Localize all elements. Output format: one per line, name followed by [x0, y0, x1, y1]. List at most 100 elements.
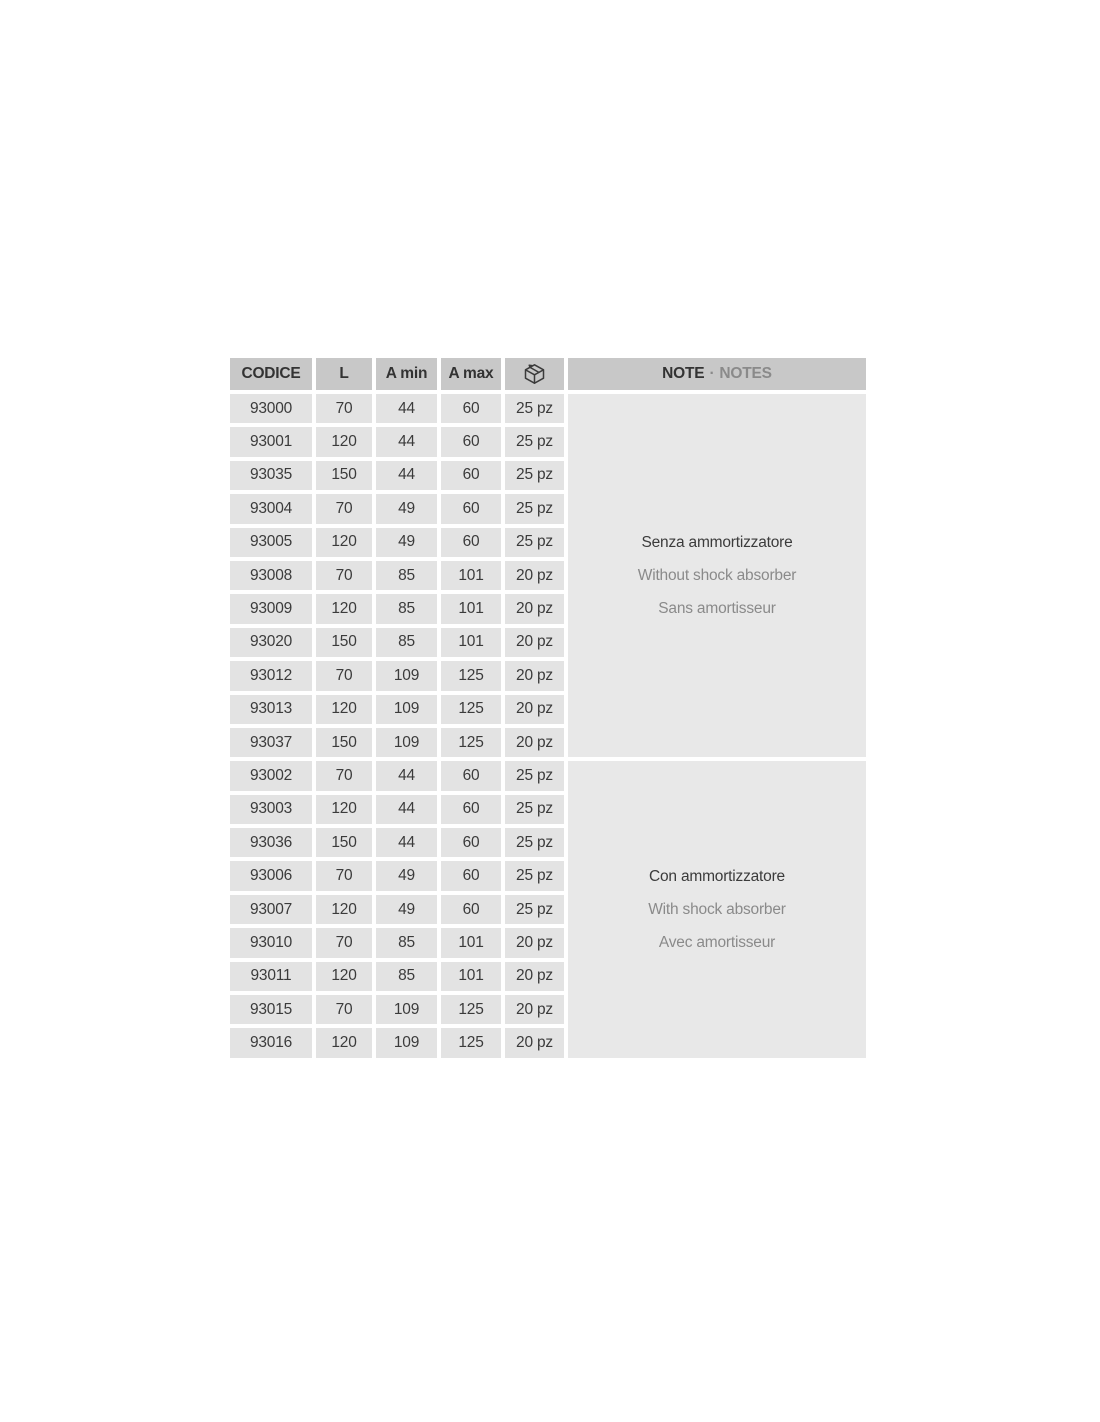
header-l: L: [316, 358, 372, 390]
cell-l: 150: [316, 828, 372, 858]
cell-a-min: 109: [376, 995, 437, 1025]
cell-a-max: 60: [441, 494, 501, 524]
cell-a-min: 49: [376, 894, 437, 925]
cell-a-max: 125: [441, 661, 501, 691]
cell-l: 70: [316, 560, 372, 591]
cell-codice: 93012: [230, 661, 312, 691]
cell-a-max: 101: [441, 560, 501, 591]
cell-a-max: 125: [441, 1028, 501, 1058]
cell-a-min: 44: [376, 828, 437, 858]
note-text-french: Sans amortisseur: [658, 599, 776, 617]
note-text-english: Without shock absorber: [637, 566, 797, 584]
cell-a-max: 125: [441, 694, 501, 724]
cell-l: 70: [316, 761, 372, 791]
cell-pack: 20 pz: [505, 727, 564, 758]
note-text-italian: Con ammortizzatore: [649, 867, 785, 885]
cell-l: 120: [316, 427, 372, 457]
cell-l: 70: [316, 995, 372, 1025]
cell-l: 150: [316, 727, 372, 758]
cell-pack: 20 pz: [505, 928, 564, 958]
cell-l: 120: [316, 794, 372, 825]
cell-a-max: 101: [441, 961, 501, 992]
cell-codice: 93005: [230, 527, 312, 557]
header-note: NOTE · NOTES: [568, 358, 866, 390]
header-a-max: A max: [441, 358, 501, 390]
cell-l: 70: [316, 494, 372, 524]
cell-pack: 20 pz: [505, 961, 564, 992]
cell-a-min: 85: [376, 928, 437, 958]
cell-pack: 20 pz: [505, 694, 564, 724]
cell-pack: 25 pz: [505, 460, 564, 491]
cell-codice: 93007: [230, 894, 312, 925]
cell-a-max: 60: [441, 794, 501, 825]
cell-pack: 20 pz: [505, 995, 564, 1025]
cell-codice: 93037: [230, 727, 312, 758]
cell-a-max: 101: [441, 928, 501, 958]
cell-a-min: 44: [376, 460, 437, 491]
cell-a-max: 60: [441, 828, 501, 858]
cell-l: 120: [316, 594, 372, 624]
note-text-french: Avec amortisseur: [658, 933, 776, 951]
cell-pack: 25 pz: [505, 894, 564, 925]
cell-a-min: 44: [376, 794, 437, 825]
cell-a-min: 109: [376, 1028, 437, 1058]
cell-codice: 93020: [230, 627, 312, 658]
cell-a-max: 60: [441, 894, 501, 925]
cell-pack: 25 pz: [505, 794, 564, 825]
cell-a-min: 109: [376, 727, 437, 758]
cell-l: 120: [316, 894, 372, 925]
header-codice: CODICE: [230, 358, 312, 390]
cell-codice: 93013: [230, 694, 312, 724]
cell-pack: 25 pz: [505, 861, 564, 891]
cell-l: 70: [316, 861, 372, 891]
package-icon: [524, 364, 545, 384]
cell-codice: 93036: [230, 828, 312, 858]
header-note-primary: NOTE: [662, 365, 705, 382]
cell-pack: 25 pz: [505, 761, 564, 791]
product-table: CODICE L A min A max NOTE · NOTES Senza …: [230, 358, 866, 1058]
cell-a-max: 60: [441, 761, 501, 791]
cell-pack: 20 pz: [505, 627, 564, 658]
cell-codice: 93010: [230, 928, 312, 958]
cell-a-max: 60: [441, 861, 501, 891]
header-note-separator: ·: [709, 365, 715, 382]
cell-a-min: 85: [376, 627, 437, 658]
cell-pack: 25 pz: [505, 427, 564, 457]
cell-l: 150: [316, 460, 372, 491]
cell-pack: 25 pz: [505, 494, 564, 524]
cell-a-min: 109: [376, 661, 437, 691]
cell-codice: 93002: [230, 761, 312, 791]
cell-pack: 20 pz: [505, 560, 564, 591]
cell-a-min: 109: [376, 694, 437, 724]
cell-a-min: 85: [376, 961, 437, 992]
cell-codice: 93000: [230, 394, 312, 424]
cell-a-max: 125: [441, 727, 501, 758]
cell-a-min: 44: [376, 394, 437, 424]
cell-pack: 25 pz: [505, 828, 564, 858]
cell-a-min: 49: [376, 527, 437, 557]
cell-a-max: 125: [441, 995, 501, 1025]
cell-l: 120: [316, 1028, 372, 1058]
cell-codice: 93035: [230, 460, 312, 491]
cell-a-min: 44: [376, 427, 437, 457]
cell-a-min: 85: [376, 560, 437, 591]
cell-a-max: 60: [441, 394, 501, 424]
cell-codice: 93011: [230, 961, 312, 992]
cell-pack: 20 pz: [505, 594, 564, 624]
cell-pack: 25 pz: [505, 394, 564, 424]
cell-a-min: 85: [376, 594, 437, 624]
header-note-secondary: NOTES: [719, 365, 772, 382]
cell-l: 70: [316, 928, 372, 958]
cell-a-max: 101: [441, 594, 501, 624]
cell-l: 120: [316, 694, 372, 724]
cell-a-min: 49: [376, 494, 437, 524]
cell-codice: 93003: [230, 794, 312, 825]
cell-a-max: 60: [441, 527, 501, 557]
note-text-italian: Senza ammortizzatore: [641, 533, 793, 551]
cell-a-max: 101: [441, 627, 501, 658]
cell-codice: 93009: [230, 594, 312, 624]
cell-pack: 25 pz: [505, 527, 564, 557]
note-text-english: With shock absorber: [648, 900, 786, 918]
header-a-min: A min: [376, 358, 437, 390]
cell-l: 70: [316, 394, 372, 424]
